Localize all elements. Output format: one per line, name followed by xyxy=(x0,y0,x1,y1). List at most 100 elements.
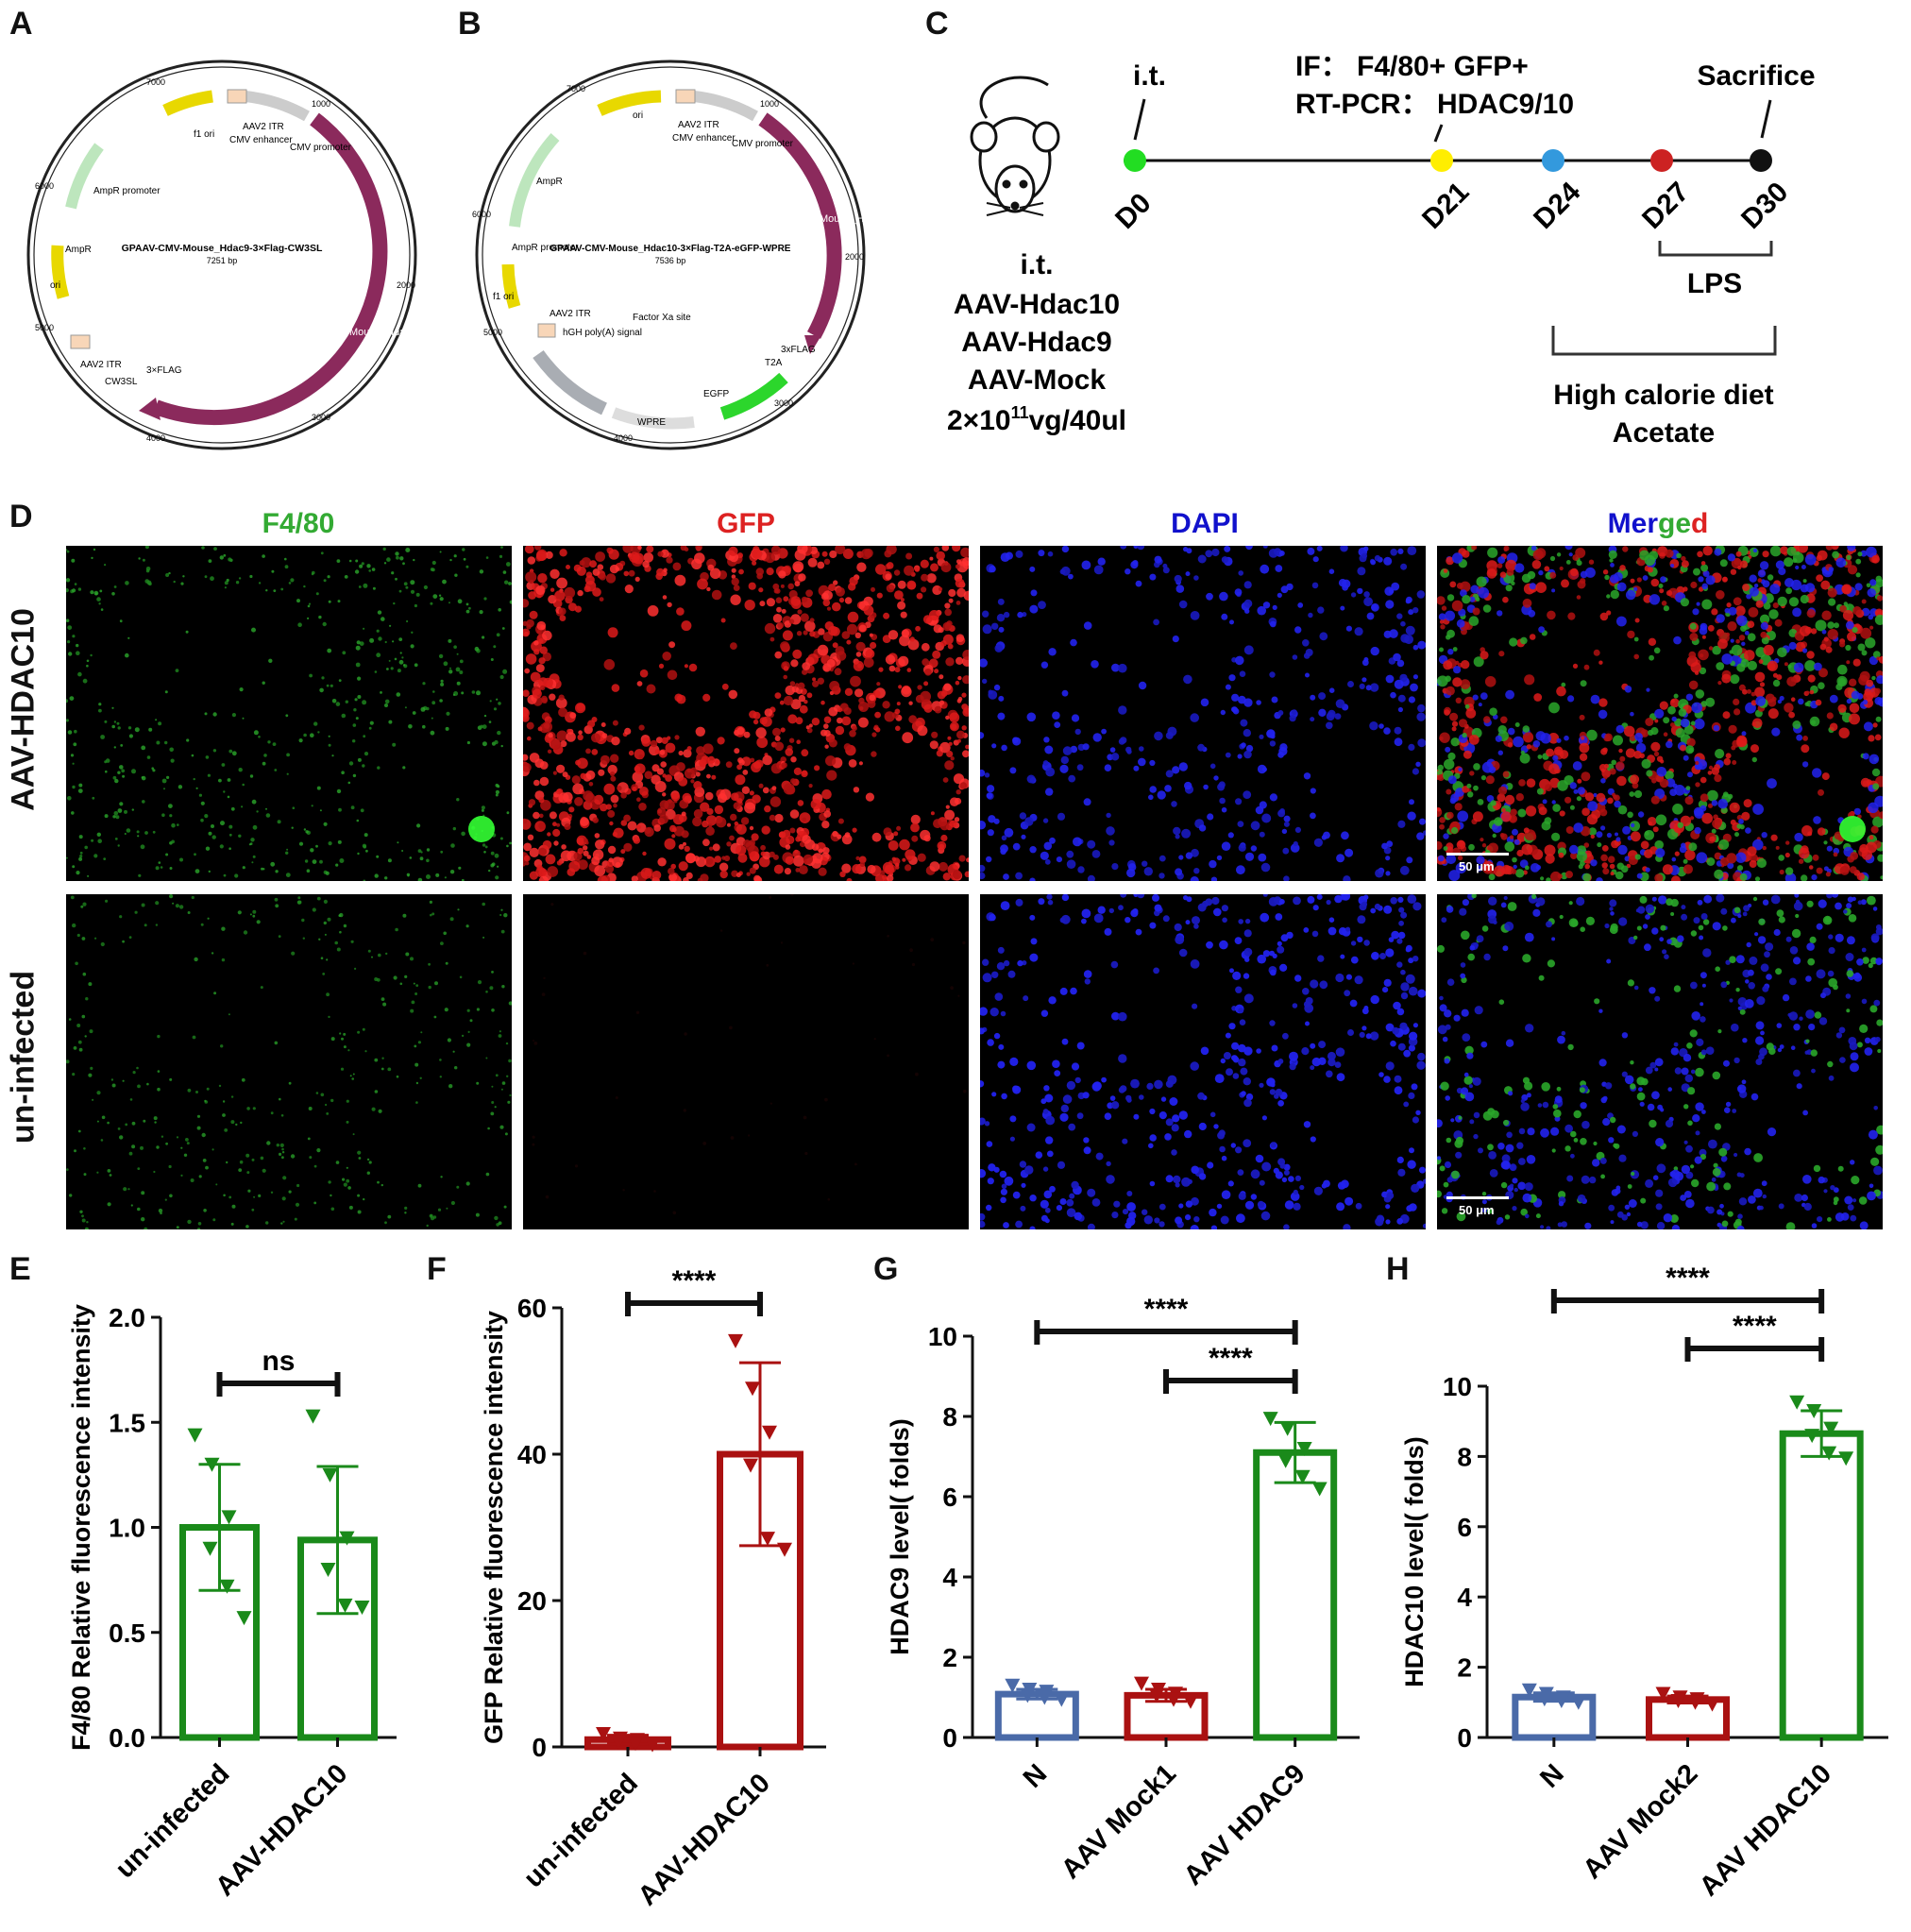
tissue-dot xyxy=(684,1032,687,1036)
tissue-dot xyxy=(867,700,876,708)
tissue-dot xyxy=(356,819,360,822)
tissue-dot xyxy=(537,726,543,732)
tissue-dot xyxy=(357,676,362,681)
tissue-dot xyxy=(362,700,367,705)
tissue-dot xyxy=(1305,1021,1310,1026)
tissue-dot xyxy=(980,1080,985,1088)
tissue-dot xyxy=(1446,686,1455,696)
tissue-dot xyxy=(246,1171,250,1175)
tissue-dot xyxy=(1026,712,1037,722)
tissue-dot xyxy=(382,547,386,551)
tissue-dot xyxy=(363,735,366,738)
tissue-dot xyxy=(1845,644,1852,652)
tissue-dot xyxy=(476,690,481,696)
tissue-dot xyxy=(1565,560,1571,565)
tissue-dot xyxy=(1876,675,1883,685)
tissue-dot xyxy=(482,724,487,729)
tissue-dot xyxy=(636,824,641,830)
tissue-dot xyxy=(871,832,882,842)
tissue-dot xyxy=(807,653,819,665)
tissue-dot xyxy=(1712,645,1721,655)
tissue-dot xyxy=(662,792,667,797)
tissue-dot xyxy=(1755,1059,1763,1065)
tissue-dot xyxy=(1708,765,1714,771)
tissue-dot xyxy=(1403,1049,1412,1058)
tissue-dot xyxy=(1283,875,1290,881)
tissue-dot xyxy=(1805,1009,1815,1019)
tissue-dot xyxy=(131,1121,136,1126)
tissue-dot xyxy=(580,772,586,780)
tissue-dot xyxy=(1866,583,1871,588)
tissue-dot xyxy=(1106,1175,1115,1184)
tissue-dot xyxy=(1235,798,1243,805)
tissue-dot xyxy=(1627,630,1635,639)
tissue-dot xyxy=(413,558,415,562)
tissue-dot xyxy=(1328,709,1336,719)
tissue-dot xyxy=(907,638,920,651)
tissue-dot xyxy=(374,1058,379,1062)
tissue-dot xyxy=(1722,711,1731,720)
tissue-dot xyxy=(1705,1046,1715,1055)
tissue-dot xyxy=(1712,819,1722,829)
tissue-dot xyxy=(1573,1138,1579,1143)
tissue-dot xyxy=(1408,1092,1415,1099)
tissue-dot xyxy=(829,681,840,691)
tissue-dot xyxy=(1044,1093,1054,1103)
tissue-dot xyxy=(1762,580,1770,588)
tissue-dot xyxy=(164,690,168,694)
tissue-dot xyxy=(893,569,901,576)
tissue-dot xyxy=(1462,732,1467,738)
tissue-dot xyxy=(325,1103,328,1107)
tissue-dot xyxy=(113,585,117,588)
tissue-dot xyxy=(440,682,445,686)
egfp-arc xyxy=(719,372,788,420)
tissue-dot xyxy=(466,1042,471,1047)
tissue-dot xyxy=(210,576,214,582)
tissue-dot xyxy=(97,839,102,843)
tissue-dot xyxy=(1728,724,1737,734)
tissue-dot xyxy=(1801,565,1806,569)
tissue-dot xyxy=(1361,1008,1369,1015)
tissue-dot xyxy=(982,610,989,618)
tissue-dot xyxy=(731,870,738,877)
tissue-dot xyxy=(1448,870,1461,881)
tissue-dot xyxy=(491,1008,495,1012)
tissue-dot xyxy=(1684,849,1696,861)
tissue-dot xyxy=(311,805,313,807)
tissue-dot xyxy=(66,1168,69,1171)
tissue-dot xyxy=(1556,1086,1562,1092)
tissue-dot xyxy=(166,775,170,779)
tissue-dot xyxy=(383,562,387,565)
tissue-dot xyxy=(431,912,435,916)
plasmid-backbone-outer xyxy=(26,59,417,450)
tissue-dot xyxy=(1357,936,1363,943)
tissue-dot xyxy=(955,578,965,588)
tissue-dot xyxy=(1512,828,1518,836)
tissue-dot xyxy=(744,600,755,611)
tissue-dot xyxy=(92,796,95,800)
tissue-dot xyxy=(1311,930,1319,938)
tissue-dot xyxy=(1618,917,1628,926)
tissue-dot xyxy=(1808,865,1814,870)
tissue-dot xyxy=(1655,1189,1664,1197)
tissue-dot xyxy=(1592,1159,1600,1167)
tissue-dot xyxy=(1397,1042,1406,1051)
tissue-dot xyxy=(1232,971,1242,980)
tissue-dot xyxy=(1847,1204,1854,1211)
tissue-dot xyxy=(1779,695,1784,702)
tissue-dot xyxy=(1178,762,1188,771)
tissue-dot xyxy=(796,631,803,636)
tissue-dot xyxy=(1000,848,1006,856)
tissue-dot xyxy=(1468,1084,1473,1089)
tissue-dot xyxy=(755,568,764,576)
tissue-dot xyxy=(662,595,668,600)
tissue-dot xyxy=(994,992,1004,1001)
tissue-dot xyxy=(871,732,877,737)
tissue-dot xyxy=(1535,731,1546,741)
tissue-dot xyxy=(1762,1194,1767,1199)
tissue-dot xyxy=(1110,753,1120,761)
tissue-dot xyxy=(355,662,361,668)
tissue-dot xyxy=(828,706,838,717)
tissue-dot xyxy=(1239,670,1246,677)
tissue-dot xyxy=(350,940,354,943)
